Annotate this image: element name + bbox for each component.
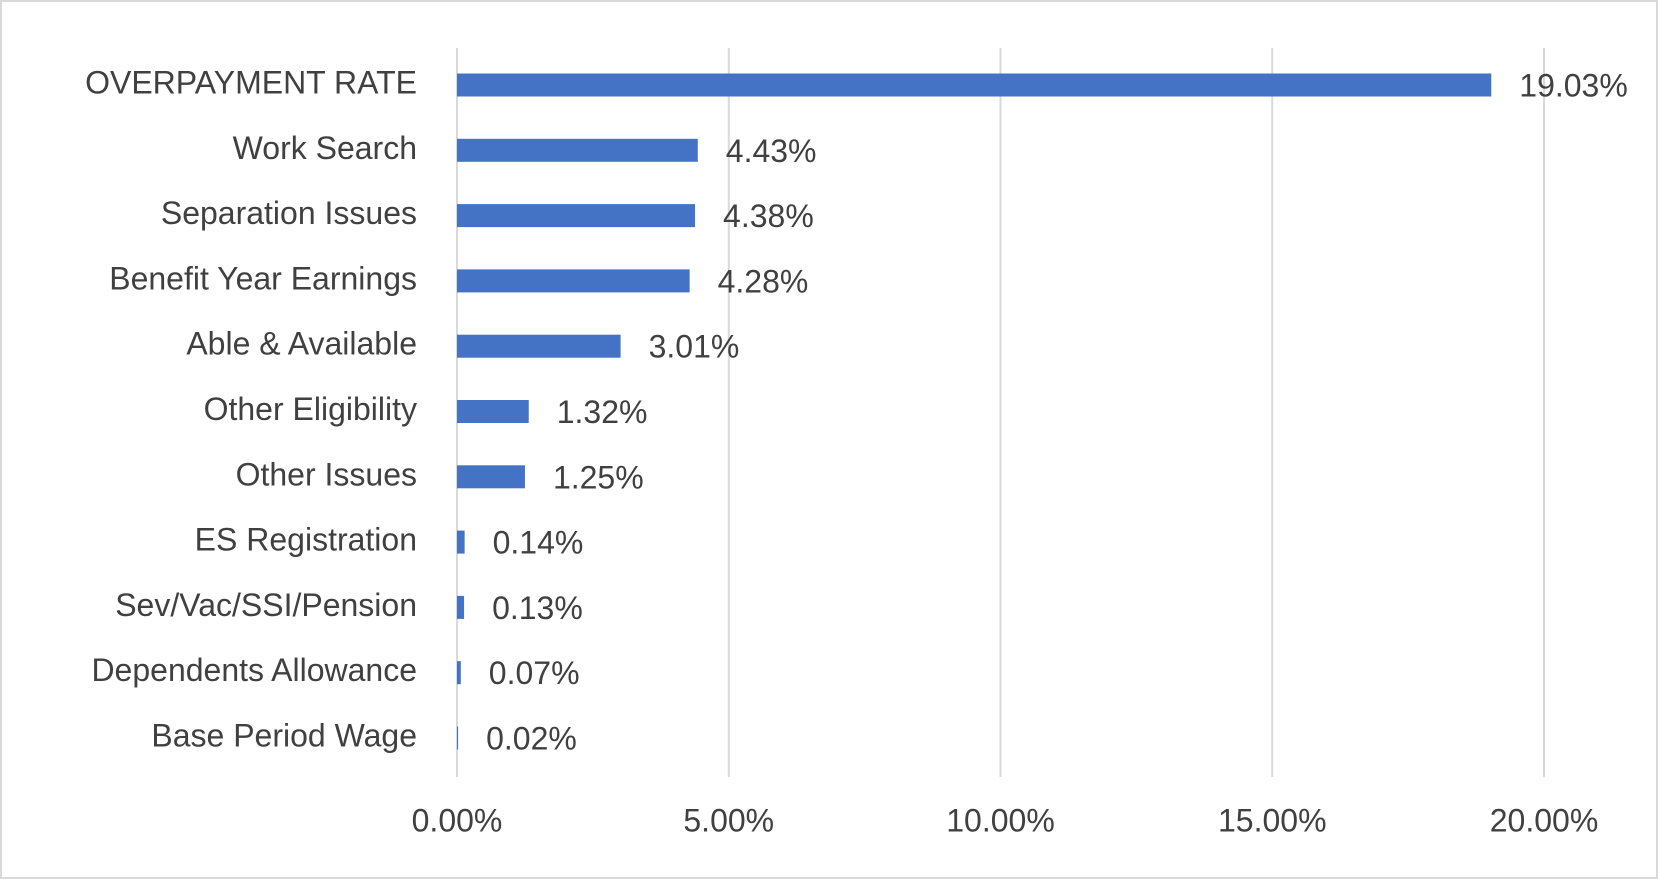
- value-label: 1.25%: [553, 459, 644, 495]
- x-tick-label: 20.00%: [1490, 802, 1599, 838]
- value-label: 0.07%: [489, 655, 580, 691]
- bar: [457, 269, 690, 293]
- bar: [457, 138, 698, 162]
- y-tick-label: Other Eligibility: [204, 391, 417, 427]
- bar: [457, 400, 529, 423]
- x-tick-label: 15.00%: [1218, 802, 1327, 838]
- y-tick-label: Able & Available: [186, 326, 417, 362]
- x-tick-label: 10.00%: [946, 802, 1055, 838]
- value-label: 0.02%: [486, 720, 577, 756]
- y-tick-label: Benefit Year Earnings: [109, 260, 417, 296]
- bar: [457, 204, 696, 228]
- value-label: 19.03%: [1519, 67, 1628, 103]
- y-tick-label: Dependents Allowance: [91, 652, 417, 688]
- bar: [457, 465, 525, 489]
- bar: [457, 661, 461, 685]
- value-label: 0.14%: [493, 525, 584, 561]
- y-tick-label: Base Period Wage: [151, 717, 417, 753]
- x-tick-label: 0.00%: [412, 802, 503, 838]
- bar: [457, 73, 1492, 97]
- y-tick-label: ES Registration: [195, 522, 417, 558]
- y-tick-label: OVERPAYMENT RATE: [85, 64, 417, 100]
- value-label: 4.38%: [723, 198, 814, 234]
- y-tick-label: Other Issues: [236, 456, 417, 492]
- bar: [457, 595, 465, 619]
- bar: [457, 530, 465, 554]
- value-label: 0.13%: [492, 590, 583, 626]
- y-tick-label: Separation Issues: [161, 195, 417, 231]
- x-tick-label: 5.00%: [683, 802, 774, 838]
- value-label: 1.32%: [557, 394, 648, 430]
- value-label: 3.01%: [649, 329, 740, 365]
- value-label: 4.43%: [726, 133, 817, 169]
- y-tick-label: Work Search: [233, 130, 417, 166]
- bar: [457, 726, 459, 750]
- bar: [457, 334, 621, 358]
- value-label: 4.28%: [718, 263, 809, 299]
- y-tick-label: Sev/Vac/SSI/Pension: [115, 587, 417, 623]
